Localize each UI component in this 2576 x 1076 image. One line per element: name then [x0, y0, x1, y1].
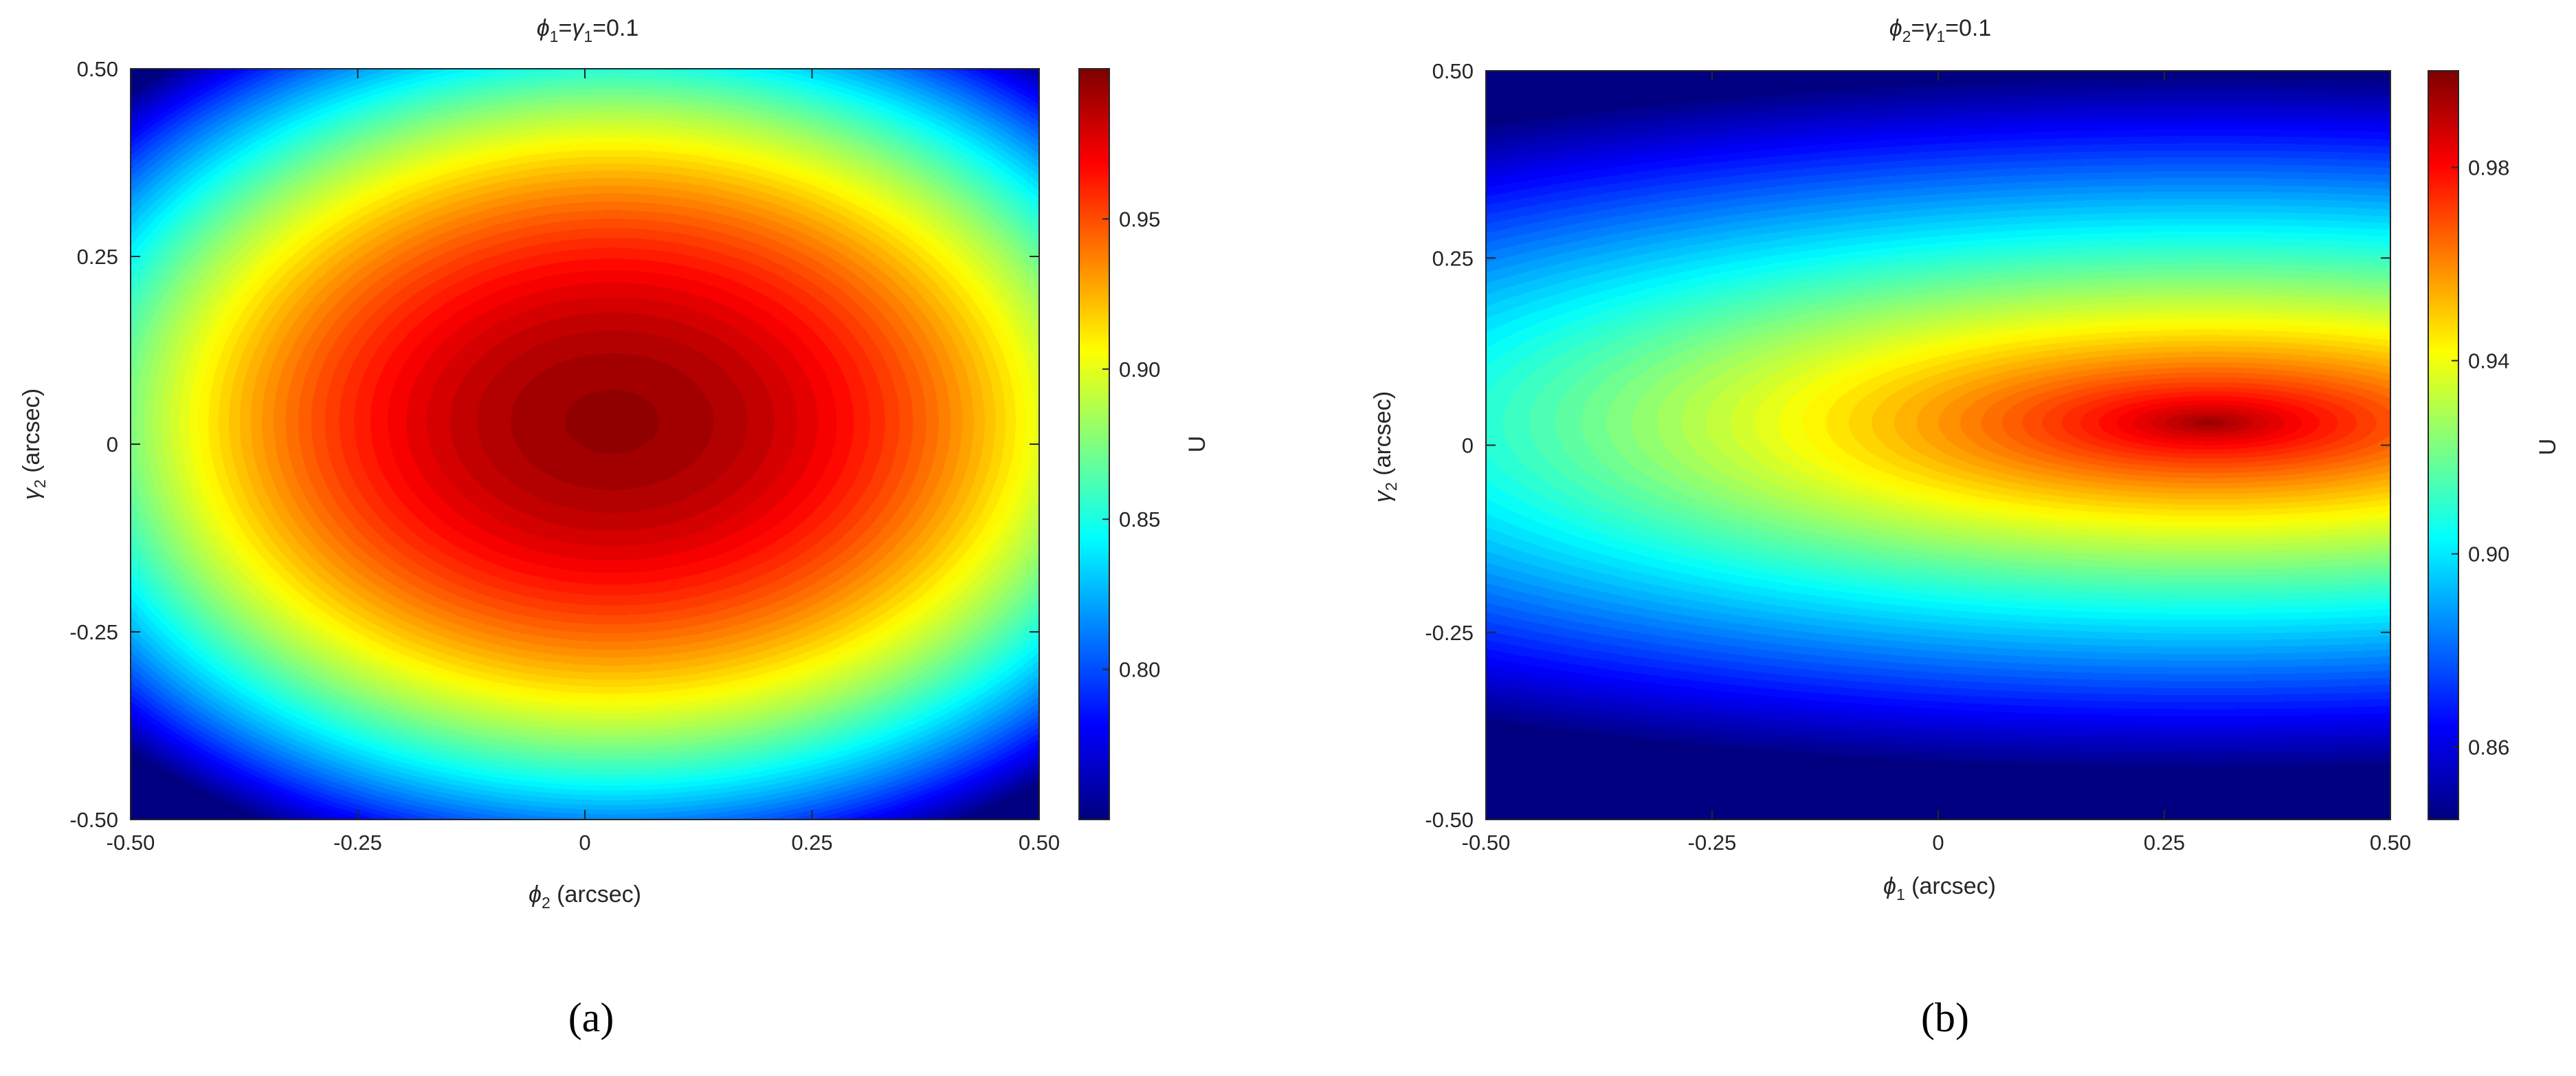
colorbar-tick-label: 0.98 — [2468, 156, 2509, 180]
x-axis-label: ϕ2 (arcsec) — [529, 881, 641, 912]
x-ticks: -0.50 -0.25 0 0.25 0.50 — [107, 69, 1060, 855]
y-tick-label: 0.50 — [77, 57, 118, 81]
x-ticks: -0.50 -0.25 0 0.25 0.50 — [1462, 71, 2411, 855]
y-axis-label: γ2 (arcsec) — [19, 388, 49, 500]
x-tick-label: 0 — [579, 831, 590, 855]
x-tick-label: -0.50 — [107, 831, 155, 855]
colorbar-tick-label: 0.95 — [1119, 207, 1160, 231]
y-ticks: -0.50 -0.25 0 0.25 0.50 — [1425, 59, 2390, 832]
heatmap-area — [131, 69, 1039, 820]
y-axis-label: γ2 (arcsec) — [1370, 391, 1400, 503]
colorbar-frame — [2428, 70, 2459, 820]
heatmap-canvas — [1486, 71, 2390, 820]
x-tick-label: 0.50 — [1019, 831, 1060, 855]
colorbar-tick-label: 0.80 — [1119, 658, 1160, 682]
y-tick-label: -0.25 — [69, 620, 118, 644]
y-tick-label: -0.50 — [69, 808, 118, 832]
y-tick-label: -0.25 — [1425, 621, 1474, 645]
panel-label-a: (a) — [568, 995, 614, 1040]
colorbar-tick-label: 0.94 — [2468, 349, 2509, 373]
y-ticks: -0.50 -0.25 0 0.25 0.50 — [69, 57, 1039, 832]
y-tick-label: 0 — [1462, 434, 1474, 458]
x-axis-label: ϕ1 (arcsec) — [1883, 873, 1996, 903]
x-tick-label: -0.50 — [1462, 831, 1511, 855]
colorbar-area — [1079, 69, 1109, 820]
colorbar-area — [2428, 71, 2458, 820]
x-tick-label: 0.25 — [791, 831, 832, 855]
colorbar-canvas — [2428, 71, 2458, 820]
y-tick-label: -0.50 — [1425, 808, 1474, 832]
x-tick-label: 0 — [1932, 831, 1944, 855]
y-tick-label: 0 — [107, 432, 118, 457]
colorbar-tick-label: 0.90 — [2468, 542, 2509, 567]
colorbar-frame — [1078, 68, 1110, 820]
chart-title: ϕ1=γ1=0.1 — [537, 15, 639, 45]
panel-a: ϕ1=γ1=0.1 -0.50 -0.25 0 0.25 0.50 -0.50 -0.25… — [19, 15, 1210, 1040]
heatmap-area — [1486, 71, 2390, 820]
colorbar-tick-label: 0.90 — [1119, 358, 1160, 382]
colorbar-ticks: 0.80 0.85 0.90 0.95 — [1102, 207, 1160, 682]
colorbar-tick-label: 0.86 — [2468, 736, 2509, 760]
x-tick-label: -0.25 — [333, 831, 382, 855]
x-tick-label: -0.25 — [1688, 831, 1737, 855]
panel-label-b: (b) — [1921, 995, 1969, 1040]
y-tick-label: 0.50 — [1432, 59, 1474, 83]
x-tick-label: 0.25 — [2144, 831, 2185, 855]
colorbar-ticks: 0.86 0.90 0.94 0.98 — [2452, 156, 2509, 760]
y-tick-label: 0.25 — [1432, 246, 1474, 270]
x-tick-label: 0.50 — [2370, 831, 2411, 855]
colorbar-canvas — [1079, 69, 1109, 820]
colorbar-tick-label: 0.85 — [1119, 507, 1160, 531]
chart-title: ϕ2=γ1=0.1 — [1889, 15, 1992, 45]
panel-b: ϕ2=γ1=0.1 -0.50 -0.25 0 0.25 0.50 -0.50 -0.25… — [1370, 15, 2561, 1040]
heatmap-canvas — [131, 69, 1039, 820]
y-tick-label: 0.25 — [77, 245, 118, 269]
colorbar-label: U — [1184, 436, 1210, 453]
colorbar-label: U — [2535, 439, 2561, 456]
